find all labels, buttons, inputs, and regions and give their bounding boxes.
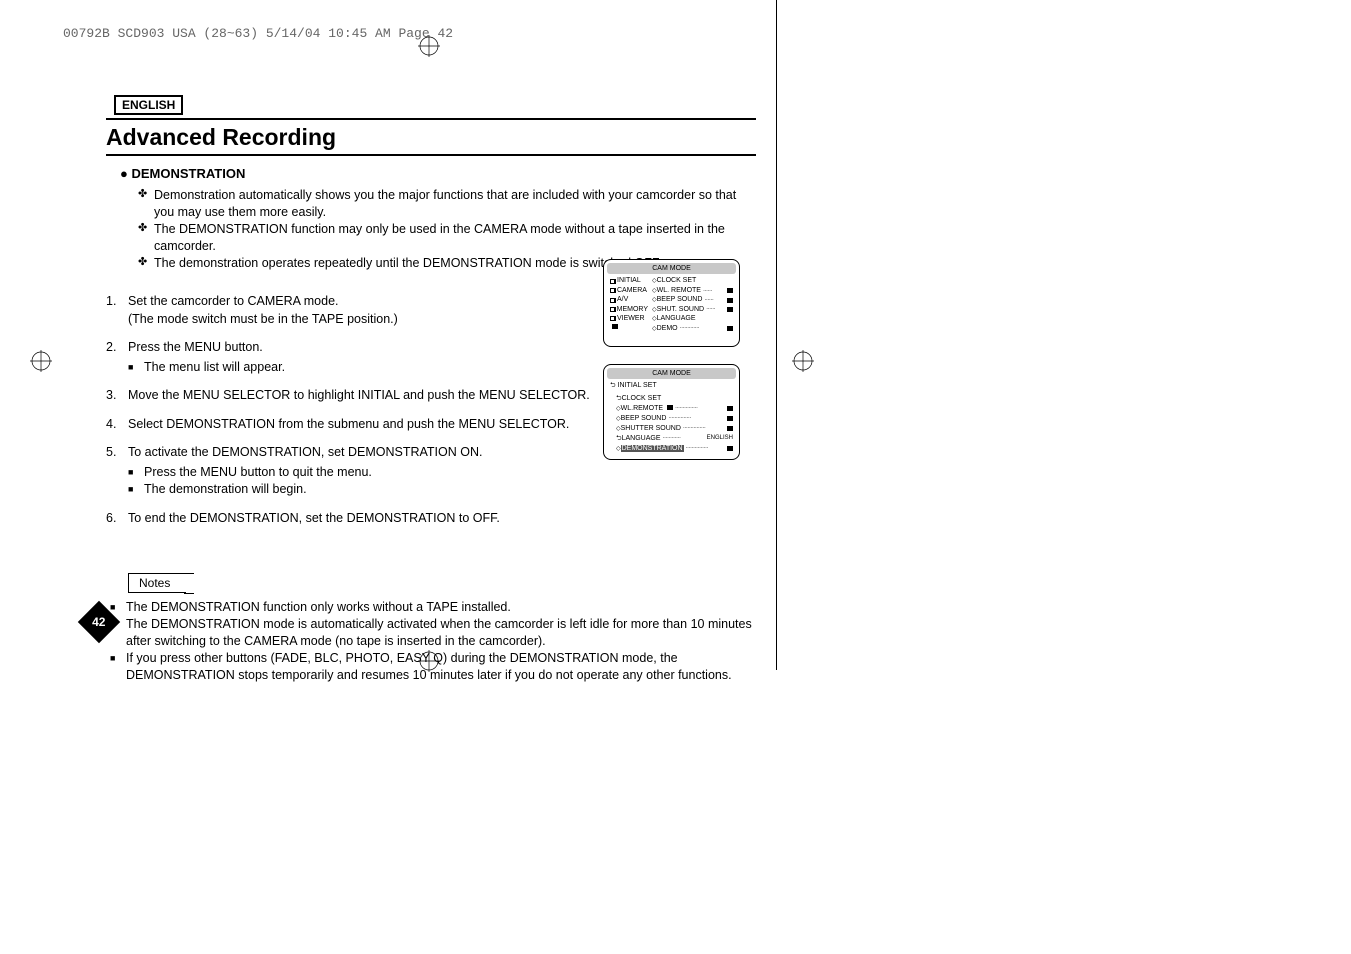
menu-item: ⮌LANGUAGE············ENGLISH: [616, 434, 733, 443]
step-text: To end the DEMONSTRATION, set the DEMONS…: [128, 511, 500, 525]
notes-list: The DEMONSTRATION function only works wi…: [110, 599, 756, 683]
step-subtext: (The mode switch must be in the TAPE pos…: [128, 312, 398, 326]
screen-header: CAM MODE: [607, 368, 736, 379]
menu-item: ◇LANGUAGE: [652, 314, 733, 323]
print-header-line: 00792B SCD903 USA (28~63) 5/14/04 10:45 …: [63, 26, 453, 41]
tab-icon: [612, 324, 618, 329]
page-title: Advanced Recording: [106, 118, 756, 156]
value-icon: [727, 298, 733, 303]
tab-icon: [610, 307, 616, 312]
value-icon: [727, 326, 733, 331]
camera-screen-1: CAM MODE INITIAL CAMERA A/V MEMORY VIEWE…: [603, 259, 740, 347]
page-number: 42: [92, 615, 105, 629]
menu-tab: [610, 324, 648, 329]
menu-item: ◇BEEP SOUND···············: [616, 414, 733, 423]
crop-mark-left: [30, 350, 52, 372]
value-icon: [727, 446, 733, 451]
screen-header: CAM MODE: [607, 263, 736, 274]
tab-icon: [610, 279, 616, 284]
menu-item: ⮌CLOCK SET: [616, 394, 733, 403]
value-icon: [727, 406, 733, 411]
step-number: 6.: [106, 510, 116, 528]
value-icon: [727, 288, 733, 293]
back-arrow-icon: ⮌: [610, 381, 616, 390]
note-item: The DEMONSTRATION mode is automatically …: [110, 616, 756, 650]
step-text: Select DEMONSTRATION from the submenu an…: [128, 417, 569, 431]
menu-tab: MEMORY: [610, 305, 648, 314]
menu-tab: CAMERA: [610, 286, 648, 295]
menu-tab: A/V: [610, 295, 648, 304]
note-item: If you press other buttons (FADE, BLC, P…: [110, 650, 756, 684]
value-icon: [727, 416, 733, 421]
section-title: DEMONSTRATION: [120, 166, 756, 181]
step-number: 1.: [106, 293, 116, 311]
crop-mark-top: [418, 35, 440, 57]
menu-item: ◇SHUTTER SOUND···············: [616, 424, 733, 433]
language-label: ENGLISH: [114, 95, 183, 115]
step-number: 2.: [106, 339, 116, 357]
notes-label: Notes: [128, 573, 186, 593]
step-text: To activate the DEMONSTRATION, set DEMON…: [128, 445, 482, 459]
step-text: Move the MENU SELECTOR to highlight INIT…: [128, 388, 590, 402]
tab-icon: [610, 316, 616, 321]
menu-tab: INITIAL: [610, 276, 648, 285]
step-number: 3.: [106, 387, 116, 405]
tab-icon: [610, 288, 616, 293]
step-number: 4.: [106, 416, 116, 434]
camera-screen-2: CAM MODE ⮌INITIAL SET ⮌CLOCK SET ◇WL.REM…: [603, 364, 740, 460]
menu-item: ◇SHUT. SOUND······: [652, 305, 733, 314]
menu-item: ◇DEMO·············: [652, 324, 733, 333]
step-number: 5.: [106, 444, 116, 462]
step-6: 6. To end the DEMONSTRATION, set the DEM…: [106, 510, 756, 528]
intro-bullet: The DEMONSTRATION function may only be u…: [138, 221, 756, 255]
menu-item: ◇WL. REMOTE······: [652, 286, 733, 295]
value-icon: [727, 307, 733, 312]
menu-item: ◇BEEP SOUND······: [652, 295, 733, 304]
menu-tab: VIEWER: [610, 314, 648, 323]
page-fold-line: [776, 0, 777, 670]
step-sub-bullet: Press the MENU button to quit the menu.: [128, 464, 756, 482]
menu-item-highlighted: ◇DEMONSTRATION···············: [616, 444, 733, 453]
intro-bullet: Demonstration automatically shows you th…: [138, 187, 756, 221]
step-text: Set the camcorder to CAMERA mode.: [128, 294, 339, 308]
crop-mark-right: [792, 350, 814, 372]
menu-item: ◇CLOCK SET: [652, 276, 733, 285]
value-icon: [727, 426, 733, 431]
step-sub-bullet: The demonstration will begin.: [128, 481, 756, 499]
menu-item: ◇WL.REMOTE ···············: [616, 404, 733, 413]
step-text: Press the MENU button.: [128, 340, 263, 354]
tab-icon: [610, 298, 616, 303]
note-item: The DEMONSTRATION function only works wi…: [110, 599, 756, 616]
screen-subtitle: ⮌INITIAL SET: [610, 381, 733, 390]
